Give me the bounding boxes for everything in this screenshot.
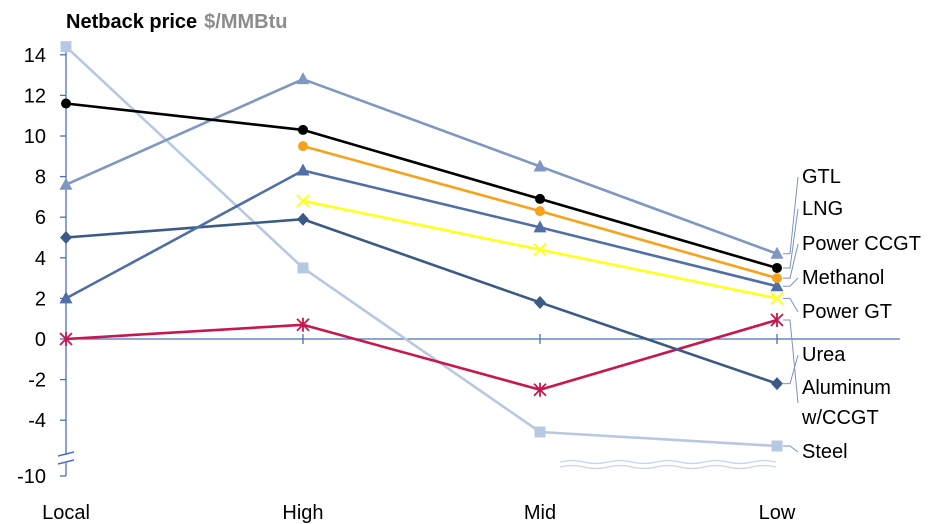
y-tick-label: 14: [24, 45, 46, 67]
data-point: [59, 332, 73, 346]
data-point: [772, 273, 782, 284]
y-tick-label: 12: [24, 85, 46, 107]
x-tick-label: Low: [759, 502, 796, 524]
series-aluminum-w-ccgt: [59, 313, 784, 397]
series-line: [65, 45, 778, 448]
legend-label: Methanol: [802, 267, 884, 289]
data-point: [59, 177, 73, 190]
x-tick-label: Local: [42, 502, 90, 524]
data-point: [770, 291, 784, 306]
series-steel: [60, 41, 783, 452]
data-point: [772, 262, 782, 273]
data-point: [297, 212, 309, 226]
legend-leader-line: [783, 277, 799, 287]
data-point: [298, 124, 308, 135]
data-point: [770, 246, 784, 259]
legend-leader-line: [783, 208, 799, 269]
series-line: [65, 217, 778, 385]
y-tick-label: 6: [35, 207, 46, 229]
y-tick-label: -10: [17, 466, 46, 488]
legend-label: Power GT: [802, 301, 892, 323]
series-line: [65, 102, 778, 270]
series-methanol: [59, 163, 784, 304]
y-tick-label: 8: [35, 167, 46, 189]
chart-title: Netback price $/MMBtu: [66, 11, 288, 33]
legend-label: w/CCGT: [801, 407, 879, 429]
y-tick-label: 4: [35, 248, 46, 270]
legend-label: GTL: [802, 166, 841, 188]
data-point: [533, 220, 547, 233]
data-point: [533, 242, 547, 257]
data-point: [534, 295, 546, 309]
data-point: [60, 231, 72, 244]
data-point: [535, 193, 545, 204]
data-point: [296, 194, 310, 208]
legend-leader-line: [783, 176, 799, 255]
legend-label: LNG: [802, 198, 843, 220]
legend-leader-line: [783, 445, 799, 453]
data-point: [296, 72, 310, 85]
series-line: [65, 318, 778, 392]
legend-leader-line: [783, 319, 799, 404]
y-tick-label: -4: [28, 410, 46, 432]
legend: GTL LNG Power CCGT Methanol Power GT Urea Alum…: [783, 166, 921, 463]
x-tick-label: Mid: [524, 502, 556, 524]
data-point: [296, 317, 310, 332]
legend-label: Power CCGT: [802, 233, 921, 255]
series-power-gt: [296, 194, 784, 306]
data-point: [771, 440, 783, 452]
legend-label: Urea: [802, 344, 846, 366]
data-point: [533, 159, 547, 172]
data-point: [771, 377, 783, 391]
data-point: [61, 98, 71, 109]
y-tick-label: -2: [28, 370, 46, 392]
y-axis-break-mark: [57, 451, 75, 465]
series-line: [65, 77, 778, 255]
data-point: [533, 382, 547, 397]
data-point: [60, 41, 72, 53]
y-tick-label: 10: [24, 126, 46, 148]
data-point: [297, 262, 309, 274]
data-point: [770, 279, 784, 292]
legend-leader-line: [783, 297, 799, 313]
data-point: [534, 426, 546, 438]
data-point: [298, 141, 308, 152]
data-point: [59, 291, 73, 304]
data-point: [770, 313, 784, 327]
series-power-ccgt: [298, 141, 782, 284]
axis-break-wave: [559, 459, 777, 465]
legend-leader-line: [783, 354, 799, 385]
series-urea: [60, 212, 783, 391]
chart-title-unit: $/MMBtu: [204, 11, 287, 33]
legend-label: Steel: [802, 441, 848, 463]
series-line: [65, 169, 778, 300]
x-tick-label: High: [282, 502, 323, 524]
y-tick-label: 2: [35, 288, 46, 310]
axis-break-wave: [559, 464, 777, 470]
chart-title-text: Netback price: [66, 11, 197, 33]
data-point: [535, 206, 545, 217]
series-group: [59, 41, 784, 470]
data-point: [296, 163, 310, 176]
series-lng: [61, 98, 782, 273]
legend-label: Aluminum: [802, 377, 891, 399]
axes: 14 12 10 8 6 4 2 0 -2 -4 -10 Local High Mid Low: [17, 45, 900, 524]
legend-leader-line: [783, 243, 799, 279]
y-tick-label: 0: [35, 329, 46, 351]
series-gtl: [59, 72, 784, 259]
